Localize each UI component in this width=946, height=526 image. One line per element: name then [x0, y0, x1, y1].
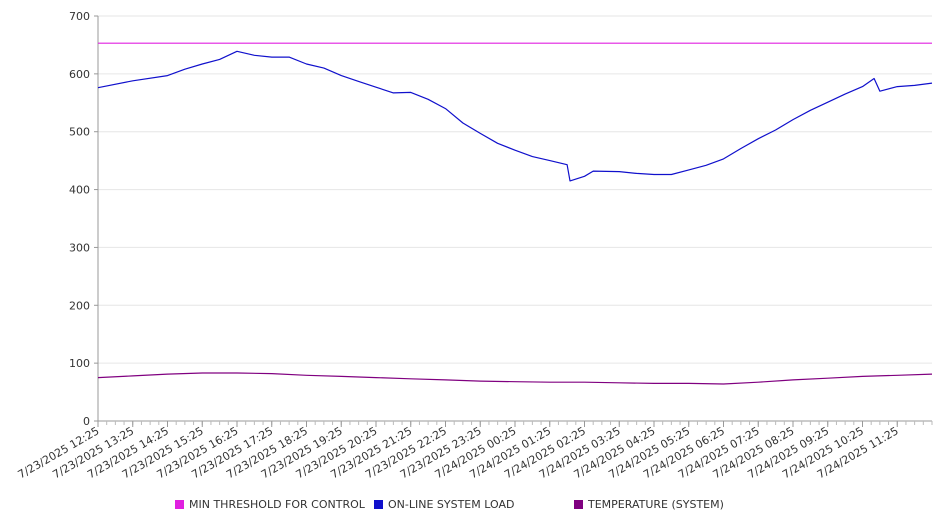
series-line-2 — [97, 372, 933, 385]
legend-swatch-threshold — [175, 500, 184, 509]
y-tick-label: 0 — [83, 415, 90, 428]
series-line-1 — [97, 50, 933, 182]
line-chart: 0 100 200 300 400 500 600 700 7/23/2025 12:257/… — [16, 10, 933, 481]
legend-swatch-temperature — [574, 500, 583, 509]
legend-item-system-load[interactable]: ON-LINE SYSTEM LOAD — [374, 498, 514, 511]
y-tick-label: 400 — [69, 184, 90, 197]
axes — [97, 16, 932, 422]
legend-item-threshold[interactable]: MIN THRESHOLD FOR CONTROL — [175, 498, 365, 511]
legend-label-system-load: ON-LINE SYSTEM LOAD — [388, 498, 515, 511]
legend-swatch-system-load — [374, 500, 383, 509]
grid-lines — [98, 15, 932, 364]
y-tick-label: 500 — [69, 126, 90, 139]
legend-item-temperature[interactable]: TEMPERATURE (SYSTEM) — [574, 498, 724, 511]
legend-label-temperature: TEMPERATURE (SYSTEM) — [588, 498, 724, 511]
y-tick-label: 700 — [69, 10, 90, 23]
y-tick-label: 100 — [69, 357, 90, 370]
legend: MIN THRESHOLD FOR CONTROL ON-LINE SYSTEM… — [0, 498, 946, 514]
y-axis-ticks: 0 100 200 300 400 500 600 700 — [69, 10, 98, 428]
legend-label-threshold: MIN THRESHOLD FOR CONTROL — [189, 498, 365, 511]
x-axis-ticks: 7/23/2025 12:257/23/2025 13:257/23/2025 … — [16, 421, 933, 481]
series-lines — [97, 42, 933, 385]
y-tick-label: 300 — [69, 241, 90, 254]
y-tick-label: 200 — [69, 299, 90, 312]
y-tick-label: 600 — [69, 68, 90, 81]
